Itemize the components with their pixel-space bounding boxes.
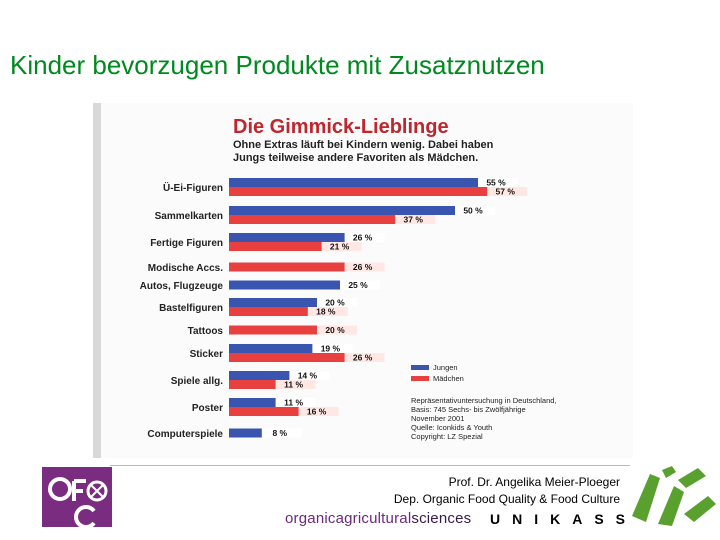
value-tag	[261, 428, 302, 438]
category-label: Tattoos	[188, 326, 224, 337]
source-note-line: Quelle: Iconkids & Youth	[411, 423, 492, 432]
chart-notes: Repräsentativuntersuchung in Deutschland…	[411, 396, 557, 441]
bar-jungen	[229, 398, 280, 407]
bar-maedchen	[229, 215, 400, 224]
legend-swatch-maedchen	[411, 376, 429, 381]
bar-maedchen	[229, 307, 312, 316]
chart-bars: Ü-Ei-Figuren 55 %57 % Sammelkarten 50 % 37 %…	[140, 178, 528, 440]
value-tag	[275, 398, 316, 407]
brand-part-a: organicagricultural	[285, 510, 412, 527]
category-label: Sticker	[190, 349, 223, 360]
data-label: 26 %	[353, 262, 373, 272]
chart-scan: Die Gimmick-Lieblinge Ohne Extras läuft …	[93, 103, 633, 458]
value-tag	[312, 344, 353, 353]
value-tag	[344, 233, 385, 242]
value-tag	[344, 353, 385, 362]
chart-svg: Die Gimmick-Lieblinge Ohne Extras läuft …	[93, 103, 633, 458]
category-label: Poster	[192, 403, 223, 414]
bar-jungen	[229, 178, 482, 187]
bar-maedchen	[229, 187, 492, 196]
category-label: Modische Accs.	[148, 263, 223, 274]
bar-jungen	[229, 344, 317, 353]
bar-maedchen	[229, 262, 349, 272]
footer-author: Prof. Dr. Angelika Meier-Ploeger	[448, 475, 620, 489]
data-label: 57 %	[496, 187, 516, 197]
uni-kassel-text: UNIKASSEL	[490, 511, 679, 527]
data-label: 21 %	[330, 242, 350, 252]
data-label: 26 %	[353, 353, 373, 363]
chart-title: Die Gimmick-Lieblinge	[233, 116, 449, 138]
value-tag	[289, 371, 330, 380]
value-tag	[395, 215, 436, 224]
data-label: 11 %	[284, 380, 303, 390]
ofc-logo	[42, 467, 112, 529]
bar-maedchen	[229, 380, 280, 389]
brand-part-b: sciences	[411, 510, 472, 527]
category-label: Spiele allg.	[171, 376, 223, 387]
chart-legend: Jungen Mädchen	[411, 363, 464, 383]
bar-jungen	[229, 298, 321, 307]
category-label: Computerspiele	[147, 429, 223, 440]
legend-swatch-jungen	[411, 365, 429, 370]
data-label: 20 %	[325, 325, 345, 335]
footer-divider	[110, 465, 630, 466]
bar-jungen	[229, 280, 344, 290]
source-note-line: Repräsentativuntersuchung in Deutschland…	[411, 396, 557, 405]
data-label: 19 %	[321, 344, 341, 354]
chart-subtitle-line: Ohne Extras läuft bei Kindern wenig. Dab…	[233, 139, 494, 151]
uni-kassel-logo	[628, 466, 718, 528]
bar-maedchen	[229, 242, 326, 251]
slide-title: Kinder bevorzugen Produkte mit Zusatznut…	[10, 50, 545, 80]
data-label: 14 %	[298, 371, 318, 381]
data-label: 11 %	[284, 398, 303, 408]
legend-label-jungen: Jungen	[433, 363, 458, 372]
data-label: 20 %	[325, 298, 345, 308]
scan-edge	[93, 103, 101, 458]
data-label: 55 %	[486, 178, 506, 188]
data-label: 16 %	[307, 407, 327, 417]
data-label: 25 %	[348, 280, 368, 290]
bar-jungen	[229, 371, 294, 380]
bar-maedchen	[229, 325, 321, 335]
data-label: 18 %	[316, 307, 336, 317]
footer-department: Dep. Organic Food Quality & Food Culture	[393, 492, 620, 506]
bar-maedchen	[229, 353, 349, 362]
bar-jungen	[229, 428, 266, 438]
value-tag	[321, 242, 362, 251]
chart-subtitle-line: Jungs teilweise andere Favoriten als Mäd…	[233, 152, 478, 164]
brand-text: organicagriculturalsciences	[285, 510, 471, 527]
data-label: 8 %	[272, 428, 287, 438]
bar-jungen	[229, 233, 349, 242]
value-tag	[317, 298, 357, 307]
value-tag	[275, 380, 316, 389]
source-note-line: November 2001	[411, 414, 464, 423]
data-label: 26 %	[353, 233, 373, 243]
category-label: Bastelfiguren	[159, 303, 223, 314]
source-note-line: Basis: 745 Sechs- bis Zwölfjährige	[411, 405, 526, 414]
value-tag	[340, 280, 380, 290]
data-label: 37 %	[404, 215, 424, 225]
value-tag	[317, 325, 357, 335]
category-label: Autos, Flugzeuge	[140, 281, 224, 292]
value-tag	[307, 307, 348, 316]
category-label: Ü-Ei-Figuren	[163, 181, 223, 194]
bar-jungen	[229, 206, 459, 215]
value-tag	[487, 187, 528, 196]
value-tag	[298, 407, 339, 416]
category-label: Fertige Figuren	[150, 238, 223, 249]
source-note-line: Copyright: LZ Spezial	[411, 432, 483, 441]
value-tag	[344, 262, 385, 272]
data-label: 50 %	[463, 206, 483, 216]
value-tag	[478, 178, 518, 187]
bar-maedchen	[229, 407, 303, 416]
legend-label-maedchen: Mädchen	[433, 374, 464, 383]
category-label: Sammelkarten	[155, 211, 223, 222]
value-tag	[455, 206, 495, 215]
